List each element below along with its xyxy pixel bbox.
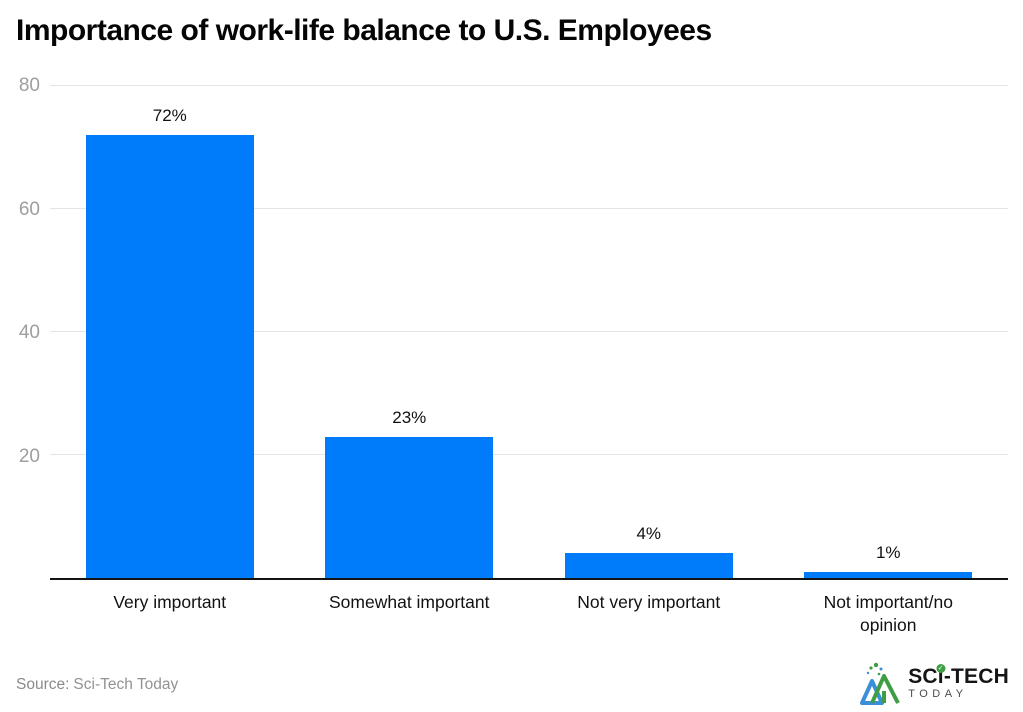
bar-value-label: 1% <box>875 542 901 562</box>
bar-value-label: 72% <box>152 106 187 126</box>
y-tick-label: 40 <box>18 322 40 343</box>
logo-brand-sc: SC <box>908 665 938 688</box>
chart-title: Importance of work-life balance to U.S. … <box>16 14 712 47</box>
bar-band: 72% <box>50 86 290 578</box>
bar-chart-plot: 72% 23% 4% 1% <box>50 85 1008 580</box>
bar-value-label: 23% <box>392 407 427 427</box>
gridline <box>50 208 1008 209</box>
x-label-cell: Very important <box>50 591 290 637</box>
scitech-logo: SCi ✓ -TECH TODAY <box>858 659 1009 707</box>
bar-band: 4% <box>529 86 769 578</box>
logo-brand: SCi ✓ -TECH <box>908 664 1009 688</box>
source-label: Source: <box>16 676 70 693</box>
bar-bands: 72% 23% 4% 1% <box>50 86 1008 578</box>
x-category-label: Very important <box>113 592 227 612</box>
gridline <box>50 331 1008 332</box>
source-note: Source: Sci-Tech Today <box>16 676 178 694</box>
source-name: Sci-Tech Today <box>73 676 179 693</box>
x-label-cell: Not very important <box>529 591 769 637</box>
x-category-label: Somewhat important <box>329 592 490 612</box>
bar <box>564 553 733 578</box>
x-axis-labels: Very important Somewhat important Not very… <box>50 591 1008 637</box>
check-icon: ✓ <box>936 664 946 673</box>
logo-brand-i: i ✓ <box>936 664 946 688</box>
y-tick-label: 80 <box>18 75 40 96</box>
gridline <box>50 85 1008 86</box>
y-axis: 20 40 60 80 <box>0 75 40 580</box>
bar <box>804 571 973 578</box>
bar-value-label: 4% <box>636 524 662 544</box>
logo-brand-tech: -TECH <box>943 665 1009 688</box>
gridline <box>50 454 1008 455</box>
logo-subtitle: TODAY <box>908 688 968 700</box>
bar <box>325 436 494 578</box>
x-category-label: Not very important <box>577 592 721 612</box>
bar-band: 1% <box>769 86 1009 578</box>
x-label-cell: Somewhat important <box>290 591 530 637</box>
logo-text: SCi ✓ -TECH TODAY <box>908 664 1009 700</box>
y-tick-label: 60 <box>18 198 40 220</box>
x-category-label: Not important/no opinion <box>823 592 953 635</box>
bar-band: 23% <box>290 86 530 578</box>
logo-mark-icon <box>860 662 900 705</box>
y-tick-label: 20 <box>18 445 40 467</box>
x-label-cell: Not important/no opinion <box>769 591 1009 637</box>
bar <box>85 135 254 578</box>
